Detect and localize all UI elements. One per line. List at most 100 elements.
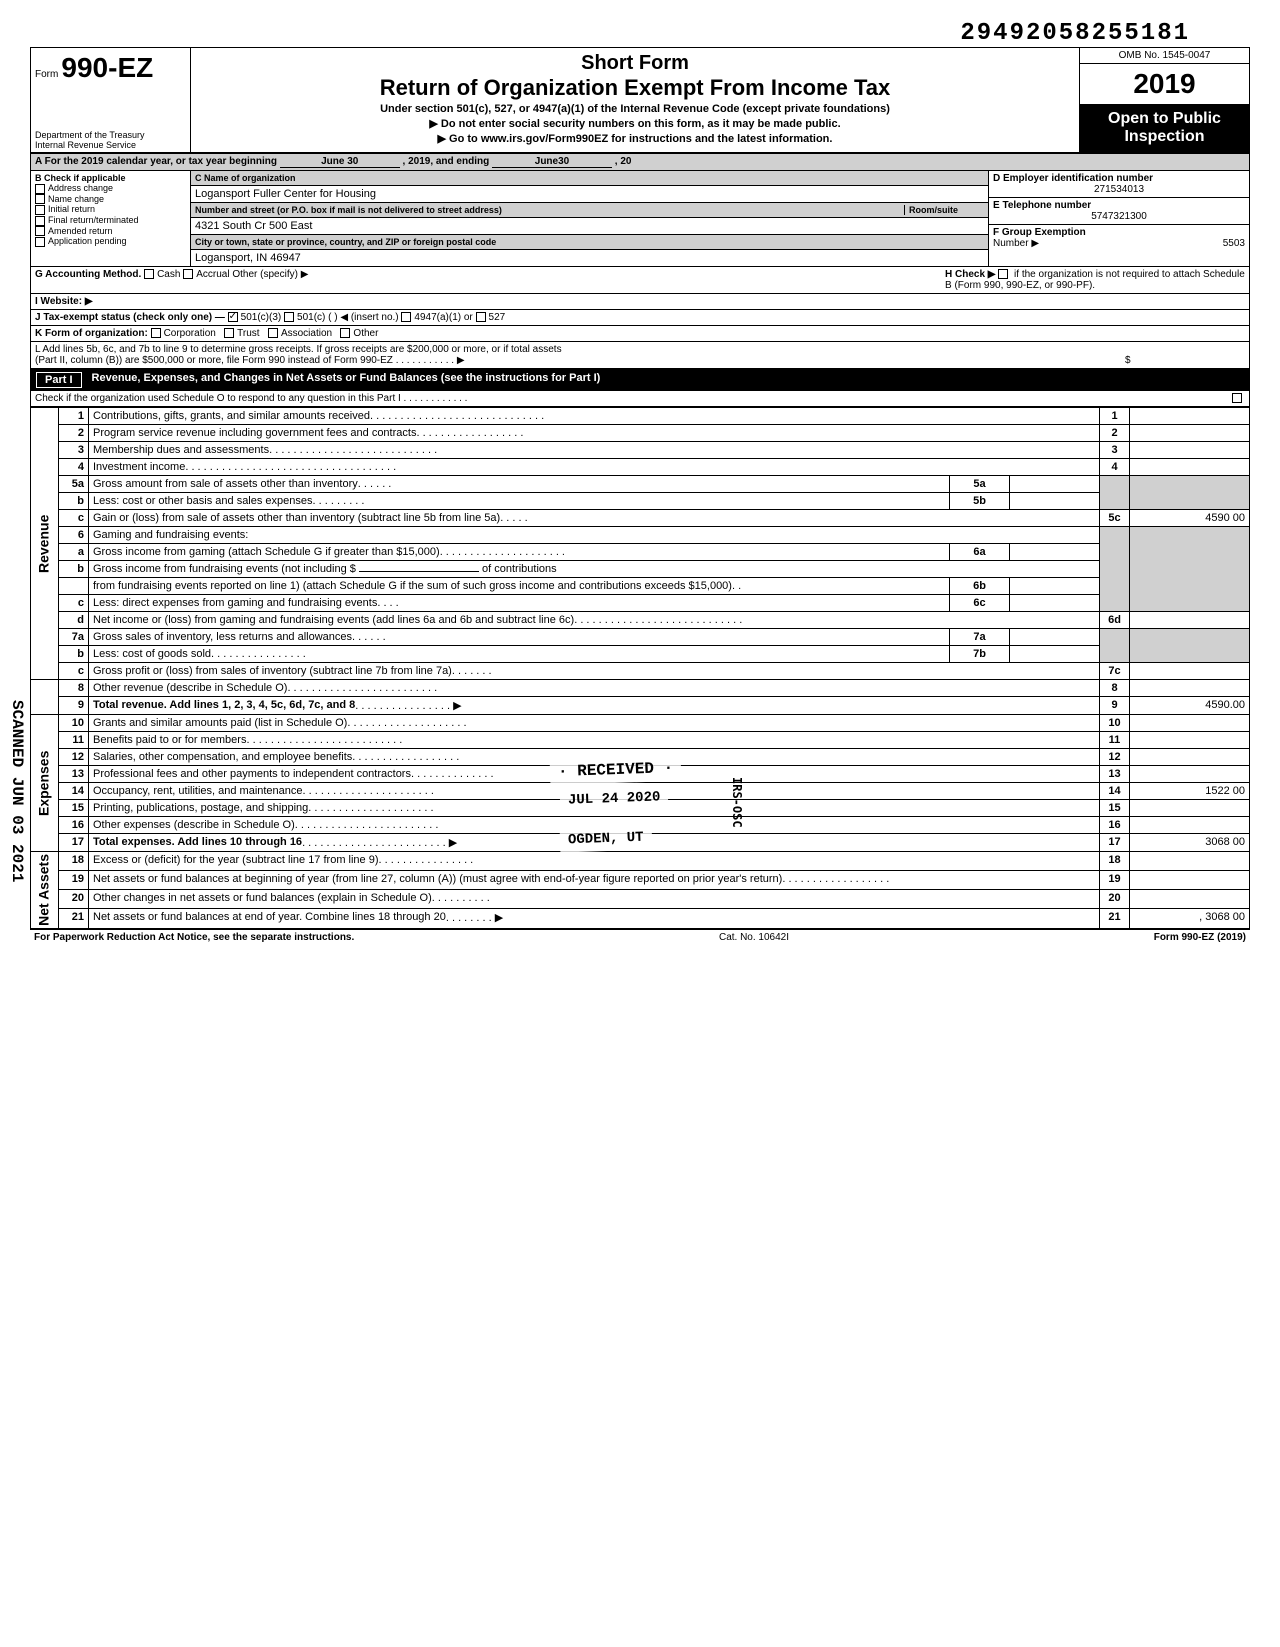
g-other: Other (specify) ▶: [232, 269, 308, 280]
ln-1: 1: [59, 408, 89, 425]
l17-desc: Total expenses. Add lines 10 through 16: [93, 836, 302, 848]
part1-check-txt: Check if the organization used Schedule …: [35, 393, 1232, 404]
form-prefix: Form: [35, 69, 58, 80]
stamp-loc: OGDEN, UT: [560, 825, 652, 852]
cb-501c[interactable]: [284, 312, 294, 322]
footer-right: Form 990-EZ (2019): [1154, 932, 1246, 943]
l7a-desc: Gross sales of inventory, less returns a…: [93, 631, 352, 643]
cb-amended[interactable]: [35, 226, 45, 236]
cb-4947[interactable]: [401, 312, 411, 322]
c-city: Logansport, IN 46947: [191, 250, 988, 266]
row-i: I Website: ▶: [30, 294, 1250, 310]
part1-label: Part I: [36, 372, 82, 388]
b-pending: Application pending: [48, 236, 127, 246]
d-val: 271534013: [993, 184, 1245, 195]
cb-pending[interactable]: [35, 237, 45, 247]
l18-desc: Excess or (deficit) for the year (subtra…: [93, 854, 379, 866]
a9: 4590.00: [1130, 697, 1250, 715]
cb-final[interactable]: [35, 216, 45, 226]
cb-corp[interactable]: [151, 328, 161, 338]
c-name-lbl: C Name of organization: [191, 171, 988, 186]
g-accrual: Accrual: [196, 269, 229, 280]
row-l: L Add lines 5b, 6c, and 7b to line 9 to …: [30, 342, 1250, 369]
l3-desc: Membership dues and assessments: [93, 444, 269, 456]
footer-mid: Cat. No. 10642I: [719, 932, 789, 943]
cb-accrual[interactable]: [183, 269, 193, 279]
cb-initial[interactable]: [35, 205, 45, 215]
l20-desc: Other changes in net assets or fund bala…: [93, 892, 432, 904]
warn: ▶ Do not enter social security numbers o…: [199, 117, 1071, 130]
f-lbl: F Group Exemption: [993, 227, 1086, 238]
row-k: K Form of organization: Corporation Trus…: [30, 326, 1250, 342]
b-amended: Amended return: [48, 226, 113, 236]
cb-cash[interactable]: [144, 269, 154, 279]
k-assoc: Association: [281, 328, 332, 339]
cb-trust[interactable]: [224, 328, 234, 338]
c-name: Logansport Fuller Center for Housing: [191, 186, 988, 203]
l11-desc: Benefits paid to or for members: [93, 734, 246, 746]
side-netassets: Net Assets: [31, 852, 59, 929]
a-label: A For the 2019 calendar year, or tax yea…: [35, 156, 277, 167]
l8-desc: Other revenue (describe in Schedule O): [93, 682, 287, 694]
j-c: ) ◀ (insert no.): [334, 312, 398, 323]
a5c: 4590 00: [1130, 510, 1250, 527]
dept2: Internal Revenue Service: [35, 140, 145, 150]
main-title: Return of Organization Exempt From Incom…: [199, 75, 1071, 101]
cb-527[interactable]: [476, 312, 486, 322]
l6a-desc: Gross income from gaming (attach Schedul…: [93, 546, 440, 558]
cb-h[interactable]: [998, 269, 1008, 279]
a-begin: June 30: [280, 156, 400, 168]
main-table: Revenue 1 Contributions, gifts, grants, …: [30, 407, 1250, 929]
l12-desc: Salaries, other compensation, and employ…: [93, 751, 352, 763]
l-sym: $: [1125, 355, 1245, 366]
l6c-desc: Less: direct expenses from gaming and fu…: [93, 597, 377, 609]
entity-block: B Check if applicable Address change Nam…: [30, 171, 1250, 267]
scanned-stamp: SCANNED JUN 03 2021: [8, 700, 26, 882]
l6-desc: Gaming and fundraising events:: [89, 527, 1100, 544]
cb-assoc[interactable]: [268, 328, 278, 338]
b-name-change: Name change: [48, 194, 104, 204]
h-lbl: H Check ▶: [945, 269, 995, 280]
e-val: 5747321300: [993, 211, 1245, 222]
subtitle1: Under section 501(c), 527, or 4947(a)(1)…: [199, 103, 1071, 115]
stamp-side: IRS-OSC: [730, 777, 744, 828]
cb-part1[interactable]: [1232, 393, 1242, 403]
l4-desc: Investment income: [93, 461, 185, 473]
a1: [1130, 408, 1250, 425]
l-line1: L Add lines 5b, 6c, and 7b to line 9 to …: [35, 344, 1245, 355]
l1-desc: Contributions, gifts, grants, and simila…: [93, 410, 370, 422]
l16-desc: Other expenses (describe in Schedule O): [93, 819, 295, 831]
l7c-desc: Gross profit or (loss) from sales of inv…: [93, 665, 452, 677]
f-lbl2: Number ▶: [993, 238, 1039, 249]
f-val: 5503: [1223, 238, 1245, 249]
short-title: Short Form: [199, 52, 1071, 75]
cb-name-change[interactable]: [35, 194, 45, 204]
b-hdr: B Check if applicable: [35, 173, 186, 183]
side-expenses: Expenses: [31, 715, 59, 852]
l5c-desc: Gain or (loss) from sale of assets other…: [93, 512, 500, 524]
b-addr-change: Address change: [48, 183, 113, 193]
footer-left: For Paperwork Reduction Act Notice, see …: [34, 932, 354, 943]
dept1: Department of the Treasury: [35, 130, 145, 140]
a14: 1522 00: [1130, 783, 1250, 800]
l-line2: (Part II, column (B)) are $500,000 or mo…: [35, 355, 1125, 366]
c-addr-lbl: Number and street (or P.O. box if mail i…: [195, 205, 904, 215]
cb-501c3[interactable]: [228, 312, 238, 322]
form-header: Form 990-EZ Department of the Treasury I…: [30, 47, 1250, 154]
l19-desc: Net assets or fund balances at beginning…: [93, 873, 782, 885]
cb-addr-change[interactable]: [35, 184, 45, 194]
i-lbl: I Website: ▶: [35, 296, 93, 307]
l15-desc: Printing, publications, postage, and shi…: [93, 802, 308, 814]
row-g-h: G Accounting Method. Cash Accrual Other …: [30, 267, 1250, 294]
l2-desc: Program service revenue including govern…: [93, 427, 416, 439]
l5b-desc: Less: cost or other basis and sales expe…: [93, 495, 313, 507]
l10-desc: Grants and similar amounts paid (list in…: [93, 717, 347, 729]
part1-header: Part I Revenue, Expenses, and Changes in…: [30, 369, 1250, 391]
l13-desc: Professional fees and other payments to …: [93, 768, 411, 780]
k-trust: Trust: [237, 328, 259, 339]
g-cash: Cash: [157, 269, 180, 280]
cb-other[interactable]: [340, 328, 350, 338]
part1-check: Check if the organization used Schedule …: [30, 391, 1250, 407]
omb: OMB No. 1545-0047: [1080, 48, 1249, 64]
goto: ▶ Go to www.irs.gov/Form990EZ for instru…: [199, 132, 1071, 145]
